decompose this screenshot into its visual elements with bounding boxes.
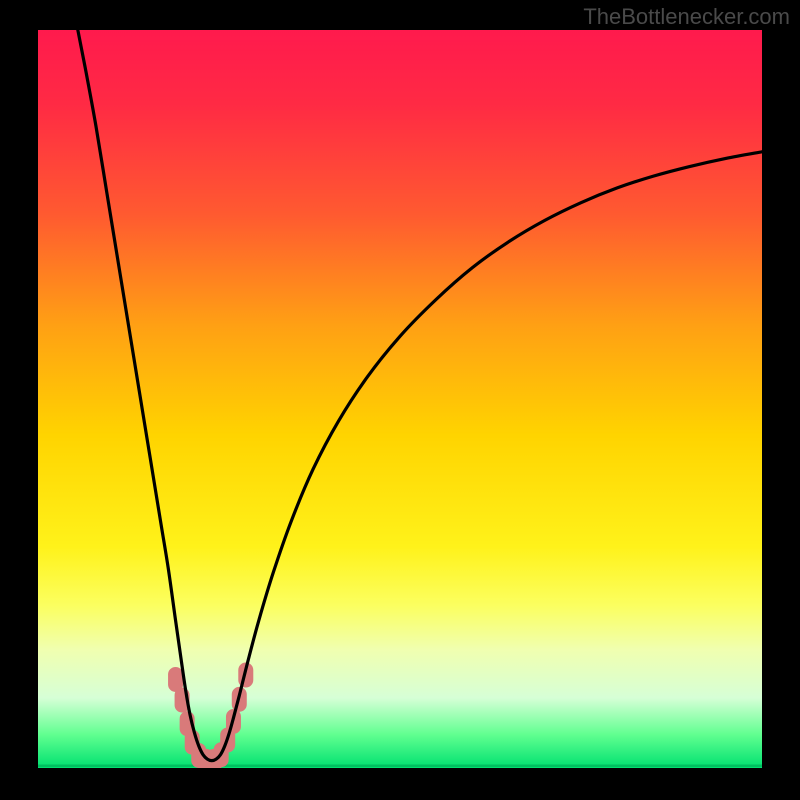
bottleneck-curve [78, 30, 762, 761]
curve-layer [38, 30, 762, 768]
chart-stage: TheBottlenecker.com [0, 0, 800, 800]
watermark-text: TheBottlenecker.com [583, 4, 790, 30]
plot-area [38, 30, 762, 768]
